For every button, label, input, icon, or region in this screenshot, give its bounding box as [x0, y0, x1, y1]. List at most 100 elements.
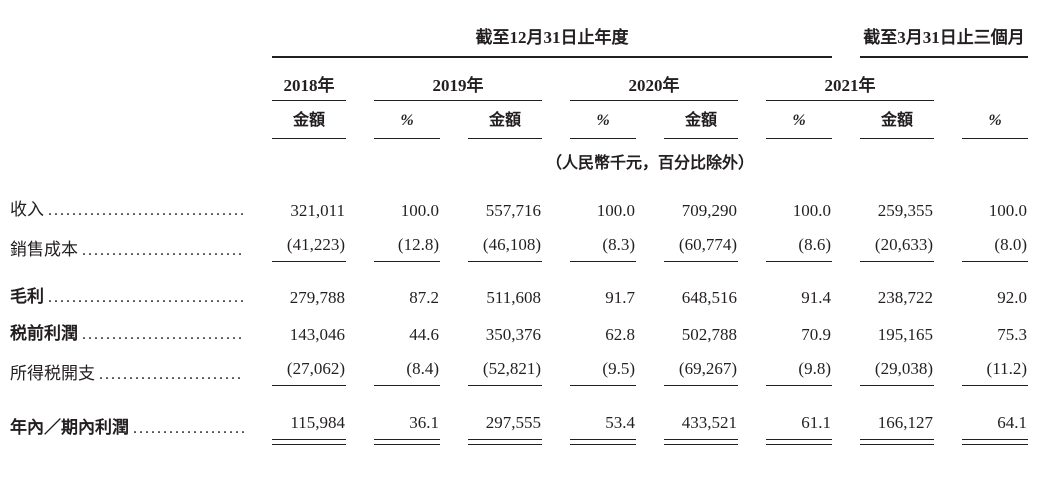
- row-label-text: 銷售成本: [10, 240, 78, 259]
- cell-profit-2019-percent: 53.4: [542, 412, 636, 445]
- cell-cos-2020-percent: (8.6): [738, 234, 832, 262]
- col-header-amount-2018: 金額: [244, 111, 346, 139]
- row-label-gross-profit: 毛利 .....................................…: [10, 286, 244, 309]
- prospectus-financial-summary-table: 截至12月31日止年度 截至3月31日止三個月 2018年 2019年 2020…: [10, 28, 1041, 445]
- cell-pbt-2018-amount: 143,046: [289, 325, 345, 344]
- cell-revenue-2019-amount: 557,716: [485, 201, 541, 220]
- cell-pbt-2019-amount: 350,376: [485, 325, 541, 344]
- cell-profit-2020-percent: 61.1: [738, 412, 832, 445]
- year-label-2019: 2019年: [374, 76, 542, 101]
- year-header-2020: 2020年: [542, 76, 738, 101]
- cell-cos-2021-amount: (20,633): [832, 234, 934, 262]
- dot-leader: ........................................…: [48, 289, 244, 306]
- cell-revenue-2021-percent: 100.0: [988, 201, 1027, 220]
- row-label-text: 毛利: [10, 287, 44, 306]
- row-label-profit-before-tax: 税前利潤 ...................................…: [10, 323, 244, 346]
- col-header-percent-2020: %: [738, 111, 832, 139]
- cell-tax-2021-amount: (29,038): [832, 358, 934, 386]
- cell-gp-2019-amount: 511,608: [486, 288, 541, 307]
- cell-gp-2021-percent: 92.0: [997, 288, 1027, 307]
- row-income-tax-expense: 所得税開支 ..................................…: [10, 358, 1041, 386]
- cell-cos-2018-percent: (12.8): [346, 234, 440, 262]
- dot-leader: ........................................…: [82, 326, 244, 343]
- row-profit-for-period: 年內／期內利潤 ................................…: [10, 412, 1041, 445]
- dot-leader: ........................................…: [99, 366, 244, 383]
- col-header-percent-2018: %: [346, 111, 440, 139]
- cell-profit-2020-amount: 433,521: [636, 412, 738, 445]
- cell-revenue-2018-percent: 100.0: [400, 201, 439, 220]
- row-gross-profit: 毛利 .....................................…: [10, 286, 1041, 309]
- col-header-percent-2021: %: [934, 111, 1028, 139]
- cell-gp-2021-amount: 238,722: [877, 288, 933, 307]
- col-header-amount-2020: 金額: [636, 111, 738, 139]
- dot-leader: ........................................…: [133, 420, 244, 437]
- cell-cos-2021-percent: (8.0): [934, 234, 1028, 262]
- period-label-annual: 截至12月31日止年度: [475, 28, 629, 47]
- row-label-text: 税前利潤: [10, 324, 78, 343]
- cell-pbt-2021-amount: 195,165: [877, 325, 933, 344]
- cell-revenue-2018-amount: 321,011: [290, 201, 345, 220]
- period-header-quarter: 截至3月31日止三個月: [832, 28, 1028, 58]
- cell-cos-2019-percent: (8.3): [542, 234, 636, 262]
- period-header-annual: 截至12月31日止年度: [244, 28, 832, 58]
- row-cost-of-sales: 銷售成本 ...................................…: [10, 234, 1041, 262]
- period-header-row: 截至12月31日止年度 截至3月31日止三個月: [10, 28, 1041, 58]
- cell-profit-2018-percent: 36.1: [346, 412, 440, 445]
- period-label-quarter: 截至3月31日止三個月: [863, 28, 1025, 47]
- cell-profit-2019-amount: 297,555: [440, 412, 542, 445]
- unit-note-row: （人民幣千元，百分比除外）: [10, 153, 1041, 175]
- cell-tax-2020-percent: (9.8): [738, 358, 832, 386]
- cell-gp-2020-percent: 91.4: [801, 288, 831, 307]
- dot-leader: ........................................…: [48, 202, 244, 219]
- year-header-2021: 2021年: [738, 76, 934, 101]
- cell-tax-2020-amount: (69,267): [636, 358, 738, 386]
- cell-tax-2021-percent: (11.2): [934, 358, 1028, 386]
- cell-gp-2018-amount: 279,788: [289, 288, 345, 307]
- col-header-amount-2019: 金額: [440, 111, 542, 139]
- row-label-cost-of-sales: 銷售成本 ...................................…: [10, 239, 244, 262]
- col-header-percent-2019: %: [542, 111, 636, 139]
- cell-pbt-2021-percent: 75.3: [997, 325, 1027, 344]
- cell-revenue-2021-amount: 259,355: [877, 201, 933, 220]
- cell-pbt-2020-percent: 70.9: [801, 325, 831, 344]
- cell-profit-2021-percent: 64.1: [934, 412, 1028, 445]
- year-header-2018: 2018年: [244, 76, 346, 101]
- cell-pbt-2019-percent: 62.8: [605, 325, 635, 344]
- year-label-2020: 2020年: [570, 76, 738, 101]
- cell-profit-2021-amount: 166,127: [832, 412, 934, 445]
- cell-tax-2018-amount: (27,062): [244, 358, 346, 386]
- year-header-row: 2018年 2019年 2020年 2021年: [10, 76, 1041, 101]
- row-revenue: 收入 .....................................…: [10, 199, 1041, 222]
- period-rule-quarter: [860, 56, 1028, 58]
- col-header-amount-2021: 金額: [832, 111, 934, 139]
- cell-gp-2020-amount: 648,516: [681, 288, 737, 307]
- cell-gp-2018-percent: 87.2: [409, 288, 439, 307]
- cell-revenue-2020-amount: 709,290: [681, 201, 737, 220]
- cell-tax-2019-amount: (52,821): [440, 358, 542, 386]
- cell-revenue-2019-percent: 100.0: [596, 201, 635, 220]
- subheader-row: 金額 % 金額 % 金額 % 金額 %: [10, 111, 1041, 139]
- cell-gp-2019-percent: 91.7: [605, 288, 635, 307]
- dot-leader: ........................................…: [82, 242, 244, 259]
- cell-cos-2018-amount: (41,223): [244, 234, 346, 262]
- year-header-2019: 2019年: [346, 76, 542, 101]
- cell-tax-2018-percent: (8.4): [346, 358, 440, 386]
- cell-pbt-2020-amount: 502,788: [681, 325, 737, 344]
- cell-pbt-2018-percent: 44.6: [409, 325, 439, 344]
- row-label-profit-for-period: 年內／期內利潤 ................................…: [10, 417, 244, 440]
- year-label-2018: 2018年: [272, 76, 346, 101]
- row-label-text: 所得税開支: [10, 364, 95, 383]
- row-label-text: 年內／期內利潤: [10, 418, 129, 437]
- cell-profit-2018-amount: 115,984: [244, 412, 346, 445]
- period-rule-annual: [272, 56, 832, 58]
- row-label-text: 收入: [10, 200, 44, 219]
- cell-cos-2019-amount: (46,108): [440, 234, 542, 262]
- row-label-revenue: 收入 .....................................…: [10, 199, 244, 222]
- row-label-income-tax-expense: 所得税開支 ..................................…: [10, 363, 244, 386]
- row-profit-before-tax: 税前利潤 ...................................…: [10, 323, 1041, 346]
- unit-note: （人民幣千元，百分比除外）: [545, 155, 754, 172]
- year-label-2021: 2021年: [766, 76, 934, 101]
- cell-tax-2019-percent: (9.5): [542, 358, 636, 386]
- cell-cos-2020-amount: (60,774): [636, 234, 738, 262]
- cell-revenue-2020-percent: 100.0: [792, 201, 831, 220]
